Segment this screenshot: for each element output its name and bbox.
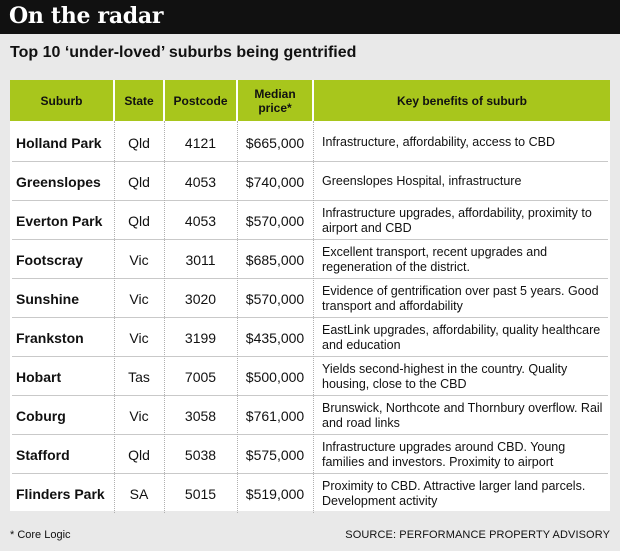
cell-benefits: Infrastructure upgrades around CBD. Youn… bbox=[322, 439, 566, 469]
cell-suburb: Greenslopes bbox=[16, 173, 101, 190]
column-header: Key benefits of suburb bbox=[396, 93, 527, 108]
column-separator bbox=[313, 121, 314, 513]
cell-suburb: Sunshine bbox=[16, 290, 80, 307]
cell-price: $500,000 bbox=[245, 368, 305, 385]
cell-benefits: Excellent transport, recent upgrades and… bbox=[322, 244, 548, 274]
cell-postcode: 4053 bbox=[184, 173, 217, 190]
cell-benefits: Infrastructure upgrades, affordability, … bbox=[322, 205, 592, 235]
row-divider bbox=[12, 239, 608, 240]
row-divider bbox=[12, 278, 608, 279]
header-cell-bg bbox=[115, 80, 163, 121]
cell-benefits: Infrastructure, affordability, access to… bbox=[322, 135, 555, 149]
cell-suburb: Frankston bbox=[16, 329, 84, 346]
cell-suburb: Coburg bbox=[16, 407, 66, 424]
cell-benefits: Evidence of gentrification over past 5 y… bbox=[322, 283, 599, 313]
cell-postcode: 4121 bbox=[184, 134, 217, 151]
column-header: Median price* bbox=[254, 86, 296, 115]
cell-state: Qld bbox=[128, 173, 150, 190]
cell-suburb: Everton Park bbox=[16, 212, 103, 229]
table-row: Stafford Qld 5038 $575,000 Infrastructure up… bbox=[10, 435, 610, 474]
cell-price: $435,000 bbox=[245, 329, 305, 346]
header-cell-bg bbox=[165, 80, 236, 121]
cell-state: Qld bbox=[128, 212, 150, 229]
source-credit: SOURCE: PERFORMANCE PROPERTY ADVISORY bbox=[345, 529, 610, 541]
header-cell-bg bbox=[314, 80, 610, 121]
column-header: State bbox=[124, 93, 154, 108]
cell-benefits: Proximity to CBD. Attractive larger land… bbox=[322, 478, 586, 508]
header-cell-bg bbox=[238, 80, 312, 121]
table-row: Coburg Vic 3058 $761,000 Brunswick, Northcot… bbox=[10, 396, 610, 435]
cell-state: SA bbox=[129, 485, 149, 502]
table-row: Sunshine Vic 3020 $570,000 Evidence of gentr… bbox=[10, 279, 610, 318]
cell-state: Qld bbox=[128, 134, 150, 151]
cell-postcode: 3058 bbox=[184, 407, 217, 424]
suburbs-table: Suburb State Postcode Median price* Key bene… bbox=[10, 80, 610, 513]
cell-suburb: Hobart bbox=[16, 368, 62, 385]
title-banner: On the radar bbox=[0, 0, 620, 34]
row-divider bbox=[12, 317, 608, 318]
cell-state: Qld bbox=[128, 446, 150, 463]
page-subtitle: Top 10 ‘under-loved’ suburbs being gentr… bbox=[10, 44, 357, 61]
cell-price: $761,000 bbox=[245, 407, 305, 424]
cell-benefits: Greenslopes Hospital, infrastructure bbox=[322, 174, 522, 188]
cell-price: $570,000 bbox=[245, 212, 305, 229]
column-separator bbox=[237, 121, 238, 513]
cell-benefits: EastLink upgrades, affordability, qualit… bbox=[322, 322, 601, 352]
table-row: Greenslopes Qld 4053 $740,000 Greenslopes Ho… bbox=[10, 162, 610, 201]
table-row: Holland Park Qld 4121 $665,000 Infrastructur… bbox=[10, 123, 610, 162]
row-divider bbox=[12, 161, 608, 162]
cell-postcode: 5015 bbox=[184, 485, 217, 502]
cell-state: Vic bbox=[129, 407, 149, 424]
row-divider bbox=[12, 473, 608, 474]
cell-postcode: 7005 bbox=[184, 368, 217, 385]
table-row: Flinders Park SA 5015 $519,000 Proximity to … bbox=[10, 474, 610, 513]
cell-suburb: Footscray bbox=[16, 251, 83, 268]
cell-state: Vic bbox=[129, 329, 149, 346]
cell-postcode: 4053 bbox=[184, 212, 217, 229]
row-divider bbox=[12, 356, 608, 357]
column-header: Postcode bbox=[173, 93, 228, 108]
column-separator bbox=[114, 121, 115, 513]
cell-price: $519,000 bbox=[245, 485, 305, 502]
cell-price: $575,000 bbox=[245, 446, 305, 463]
table-row: Everton Park Qld 4053 $570,000 Infrastructur… bbox=[10, 201, 610, 240]
cell-state: Vic bbox=[129, 290, 149, 307]
cell-postcode: 3020 bbox=[184, 290, 217, 307]
row-divider bbox=[12, 200, 608, 201]
cell-postcode: 3199 bbox=[184, 329, 217, 346]
table-row: Hobart Tas 7005 $500,000 Yields second-highe… bbox=[10, 357, 610, 396]
cell-price: $665,000 bbox=[245, 134, 305, 151]
cell-postcode: 3011 bbox=[185, 251, 216, 268]
header-cell-bg bbox=[10, 80, 113, 121]
cell-benefits: Brunswick, Northcote and Thornbury overf… bbox=[322, 400, 603, 430]
cell-state: Vic bbox=[129, 251, 149, 268]
page-title: On the radar bbox=[9, 3, 164, 29]
table-row: Frankston Vic 3199 $435,000 EastLink upgrade… bbox=[10, 318, 610, 357]
column-header: Suburb bbox=[40, 93, 83, 108]
cell-state: Tas bbox=[128, 368, 150, 385]
cell-price: $740,000 bbox=[245, 173, 305, 190]
cell-suburb: Flinders Park bbox=[16, 485, 105, 502]
cell-benefits: Yields second-highest in the country. Qu… bbox=[322, 361, 568, 391]
cell-price: $685,000 bbox=[245, 251, 305, 268]
cell-suburb: Stafford bbox=[16, 446, 70, 463]
cell-suburb: Holland Park bbox=[16, 134, 102, 151]
cell-postcode: 5038 bbox=[184, 446, 217, 463]
footnote: * Core Logic bbox=[10, 529, 71, 541]
column-separator bbox=[164, 121, 165, 513]
table-row: Footscray Vic 3011 $685,000 Excellent transp… bbox=[10, 240, 610, 279]
row-divider bbox=[12, 434, 608, 435]
cell-price: $570,000 bbox=[245, 290, 305, 307]
row-divider bbox=[12, 395, 608, 396]
